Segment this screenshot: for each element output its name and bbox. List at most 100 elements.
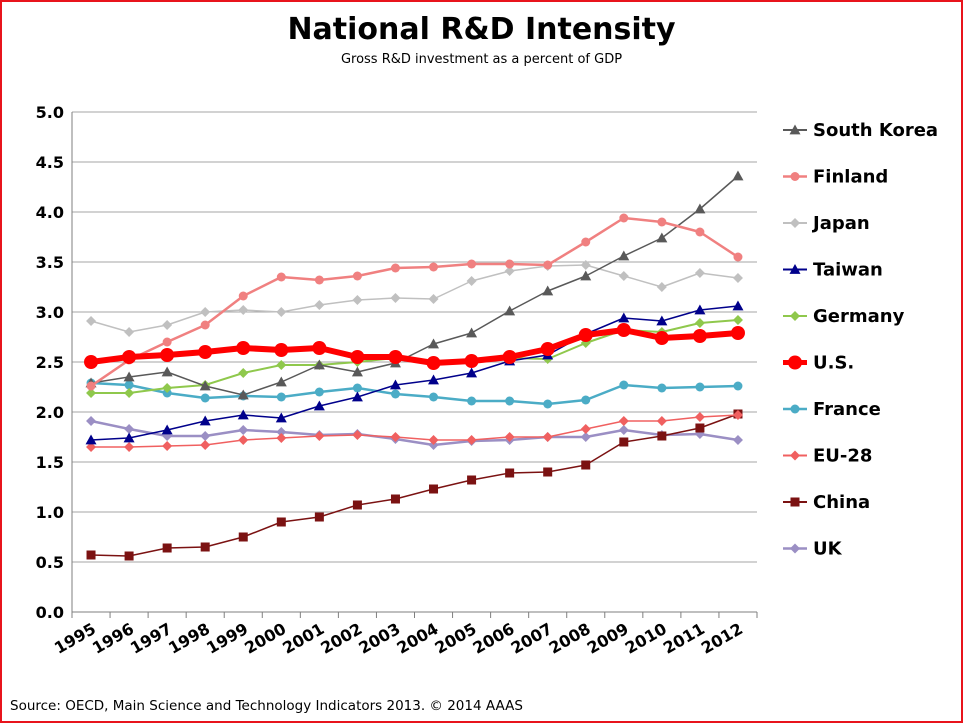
data-point [313,359,325,370]
chart-source: Source: OECD, Main Science and Technolog… [10,698,523,714]
data-point [314,512,324,522]
data-point [654,331,669,345]
y-tick-label: 0.5 [36,553,64,572]
legend-marker [790,172,800,181]
data-point [732,273,743,283]
data-point [505,396,515,406]
data-point [616,323,631,337]
series-line-finland [90,216,739,388]
data-point [314,275,324,285]
data-point [732,170,744,181]
data-point [162,337,172,347]
y-tick-label: 1.0 [36,503,64,522]
legend-label: EU-28 [813,446,872,467]
data-point [618,271,629,281]
data-point [657,431,667,441]
data-point [274,343,289,357]
legend-label: South Korea [813,120,938,141]
data-point [581,395,591,405]
data-point [238,435,249,445]
x-tick-label: 2010 [622,619,670,658]
x-tick-label: 2005 [432,619,480,658]
chart-title: National R&D Intensity [287,12,676,47]
legend-label: Finland [813,167,888,188]
y-tick-label: 1.5 [36,453,64,472]
data-point [124,380,134,390]
data-point [695,423,705,433]
x-tick-label: 2009 [584,619,632,658]
data-point [657,383,667,393]
data-point [352,383,362,393]
legend-marker [790,543,800,554]
data-point [351,366,363,377]
data-point [161,366,173,377]
data-point [162,543,172,553]
data-point [352,295,363,305]
legend-label: Taiwan [813,260,883,281]
data-point [390,432,401,442]
data-point [692,329,707,343]
data-point [313,400,325,411]
data-point [312,341,327,355]
data-point [276,272,286,282]
data-point [86,416,97,426]
legend-marker [788,355,802,370]
data-point [238,291,248,301]
legend-label: UK [813,539,843,560]
data-point [275,376,287,387]
data-point [276,307,287,317]
data-point [237,389,249,400]
y-tick-label: 5.0 [36,103,64,122]
data-point [467,475,477,485]
data-point [86,316,97,326]
legend-label: France [813,399,881,420]
data-point [543,260,553,270]
data-point [657,217,667,227]
data-point [581,237,591,247]
data-point [352,271,362,281]
legend-label: U.S. [813,353,854,374]
data-point [732,410,743,420]
data-point [540,342,555,356]
data-point [352,430,363,440]
data-point [389,379,401,390]
data-point [238,305,249,315]
legend-marker [790,218,800,228]
data-point [581,460,591,470]
data-point [694,412,705,422]
data-point [200,320,210,330]
data-point [199,415,211,426]
data-point [160,348,175,362]
data-point [276,360,287,370]
data-point [162,383,173,393]
data-point [350,350,365,364]
data-point [580,260,591,270]
data-point [543,467,553,477]
data-point [428,435,439,445]
data-point [124,551,134,561]
data-point [238,425,249,435]
data-point [694,318,705,328]
y-tick-label: 4.5 [36,153,64,172]
data-point [542,432,553,442]
data-point [694,203,706,214]
y-tick-label: 2.5 [36,353,64,372]
data-point [656,315,668,326]
data-point [656,232,668,243]
y-tick-label: 4.0 [36,203,64,222]
legend-label: Japan [811,213,870,234]
data-point [695,227,705,237]
data-point [124,388,135,398]
y-tick-label: 3.5 [36,253,64,272]
data-point [200,307,211,317]
data-point [466,276,477,286]
series-line-uk [90,419,739,447]
data-point [388,350,403,364]
data-point [694,304,706,315]
data-point [161,424,173,435]
x-tick-label: 1997 [127,619,175,658]
series-line-south-korea [90,175,739,396]
data-point [656,282,667,292]
data-point [694,268,705,278]
data-point [86,388,97,398]
